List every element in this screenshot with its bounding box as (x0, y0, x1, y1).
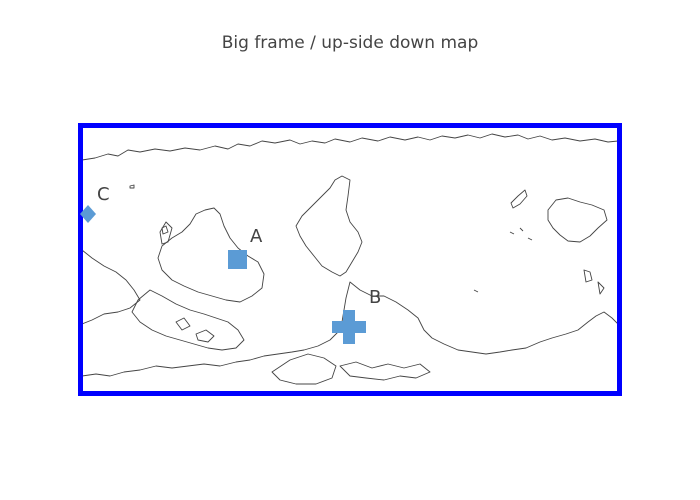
marker-b-cross[interactable] (332, 310, 366, 344)
coastline-asia (82, 249, 141, 325)
map-background (82, 127, 618, 392)
map-title: Big frame / up-side down map (221, 33, 479, 53)
coastline-new-zealand (510, 189, 528, 209)
markers: A B C (80, 184, 381, 344)
label-c: C (97, 184, 110, 205)
marker-a-square[interactable] (228, 250, 247, 269)
marker-c-diamond[interactable] (80, 205, 96, 223)
coastline-south-america (295, 175, 363, 277)
coastline-small-islands (129, 184, 605, 295)
coastline-mediterranean-islands (175, 317, 215, 343)
label-a: A (250, 226, 263, 247)
coastline-africa (157, 207, 265, 303)
coastlines (82, 133, 618, 392)
label-b: B (369, 287, 381, 308)
coastline-north-america (82, 281, 618, 392)
coastline-antarctica (82, 133, 618, 161)
coastline-madagascar (159, 221, 173, 245)
coastline-greenland (271, 353, 337, 385)
coastline-arctic-islands (339, 361, 431, 381)
map-frame (78, 123, 622, 396)
coastline-australia (547, 197, 608, 243)
coastline-europe (131, 289, 245, 351)
